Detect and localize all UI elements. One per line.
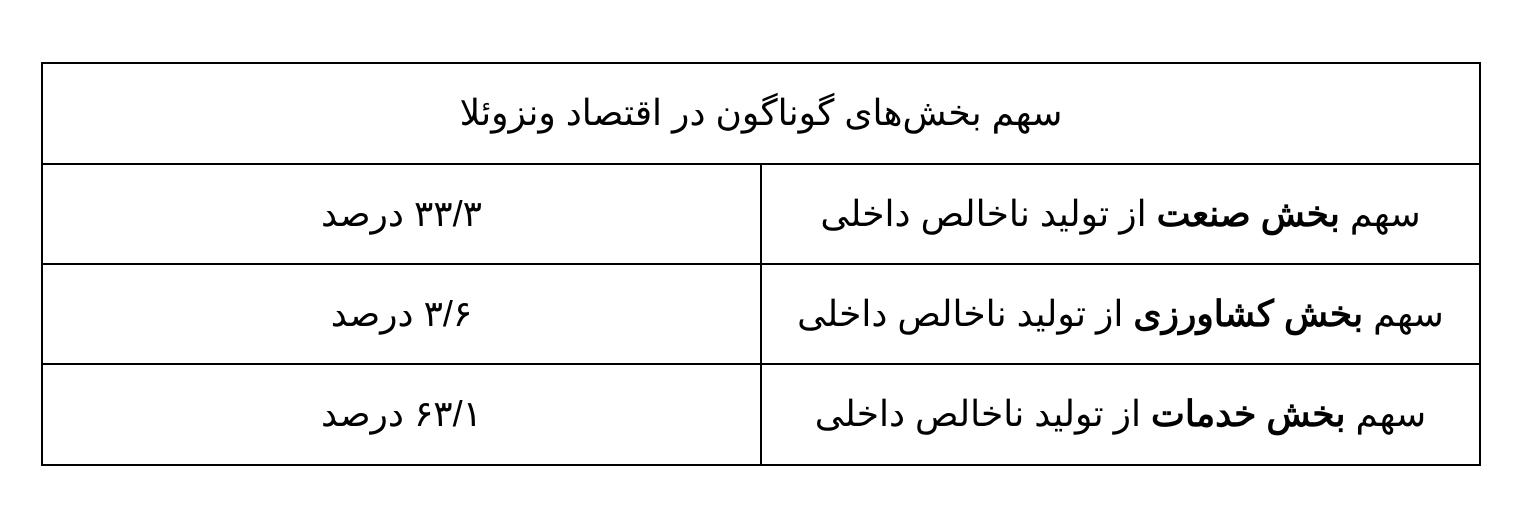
table-title: سهم بخش‌های گوناگون در اقتصاد ونزوئلا <box>42 63 1480 163</box>
label-suffix: از تولید ناخالص داخلی <box>815 393 1151 434</box>
table-row: سهم بخش صنعت از تولید ناخالص داخلی ۳۳/۳ … <box>42 164 1480 264</box>
row-label-industry: سهم بخش صنعت از تولید ناخالص داخلی <box>761 164 1480 264</box>
label-prefix: سهم <box>1345 393 1426 434</box>
label-prefix: سهم <box>1363 293 1444 334</box>
row-value-agriculture: ۳/۶ درصد <box>42 264 761 364</box>
economy-share-table: سهم بخش‌های گوناگون در اقتصاد ونزوئلا سه… <box>41 62 1481 466</box>
table-row: سهم بخش خدمات از تولید ناخالص داخلی ۶۳/۱… <box>42 364 1480 464</box>
row-label-agriculture: سهم بخش کشاورزی از تولید ناخالص داخلی <box>761 264 1480 364</box>
label-bold: بخش کشاورزی <box>1133 293 1363 334</box>
label-prefix: سهم <box>1340 193 1421 234</box>
row-label-services: سهم بخش خدمات از تولید ناخالص داخلی <box>761 364 1480 464</box>
row-value-industry: ۳۳/۳ درصد <box>42 164 761 264</box>
label-suffix: از تولید ناخالص داخلی <box>797 293 1133 334</box>
label-suffix: از تولید ناخالص داخلی <box>820 193 1156 234</box>
row-value-services: ۶۳/۱ درصد <box>42 364 761 464</box>
label-bold: بخش صنعت <box>1157 193 1340 234</box>
label-bold: بخش خدمات <box>1151 393 1345 434</box>
table-header-row: سهم بخش‌های گوناگون در اقتصاد ونزوئلا <box>42 63 1480 163</box>
table-row: سهم بخش کشاورزی از تولید ناخالص داخلی ۳/… <box>42 264 1480 364</box>
